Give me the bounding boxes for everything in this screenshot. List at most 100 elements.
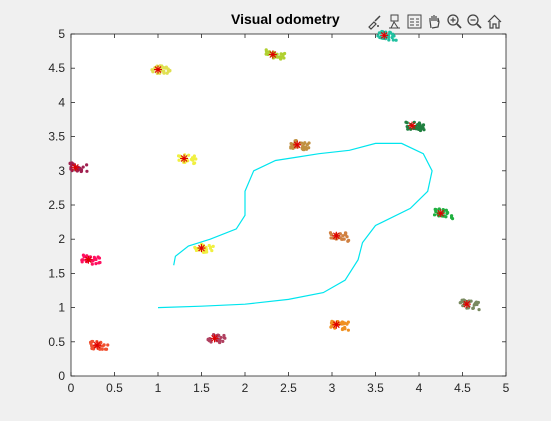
cluster-point xyxy=(221,339,225,343)
cluster-point xyxy=(391,38,395,42)
brush-data-button[interactable] xyxy=(365,10,384,32)
zoom-in-button[interactable] xyxy=(445,10,464,32)
pan-button[interactable] xyxy=(425,10,444,32)
cluster-point xyxy=(340,320,344,324)
cluster-point xyxy=(97,256,102,260)
restore-view-button[interactable] xyxy=(485,10,504,32)
cluster-point xyxy=(161,69,165,73)
cluster-point xyxy=(97,261,101,265)
cluster-point xyxy=(421,123,426,127)
cluster-point xyxy=(80,260,84,264)
y-tick-label: 4 xyxy=(58,95,65,109)
cluster-point xyxy=(329,236,333,240)
cluster-point xyxy=(392,34,396,38)
landmark-marker xyxy=(197,244,206,253)
cluster-point xyxy=(422,128,426,132)
y-tick-label: 5 xyxy=(58,27,65,41)
landmark-marker xyxy=(268,50,277,59)
cluster-point xyxy=(386,35,391,39)
y-tick-label: 1 xyxy=(58,301,65,315)
y-tick-label: 0 xyxy=(58,369,65,383)
cluster-point xyxy=(338,232,342,236)
cluster-point xyxy=(68,161,72,165)
cluster-point xyxy=(275,52,279,56)
cluster-point xyxy=(85,163,89,167)
cluster-point xyxy=(444,208,448,212)
x-tick-label: 1.5 xyxy=(193,381,210,395)
data-tips-icon xyxy=(389,14,400,28)
landmark-marker xyxy=(462,300,471,309)
cluster-point xyxy=(165,71,169,75)
cluster-point xyxy=(194,247,199,251)
x-tick-label: 0 xyxy=(68,381,75,395)
data-tips-button[interactable] xyxy=(385,10,404,32)
y-tick-label: 3.5 xyxy=(48,130,65,144)
x-tick-label: 5 xyxy=(503,381,510,395)
cluster-point xyxy=(151,70,155,74)
cluster-point xyxy=(450,217,455,221)
cluster-point xyxy=(473,302,477,306)
cluster-point xyxy=(88,255,93,259)
y-tick-label: 2 xyxy=(58,232,65,246)
landmark-marker xyxy=(180,154,189,163)
x-tick-label: 0.5 xyxy=(106,381,123,395)
landmark-marker xyxy=(293,140,302,149)
cluster-point xyxy=(394,38,398,42)
cluster-point xyxy=(85,169,89,173)
y-tick-label: 4.5 xyxy=(48,61,65,75)
cluster-point xyxy=(404,120,408,124)
cluster-point xyxy=(279,57,283,61)
cluster-point xyxy=(376,34,380,38)
landmark-marker xyxy=(436,209,445,218)
cluster-point xyxy=(218,337,222,342)
cluster-point xyxy=(205,250,209,254)
cluster-point xyxy=(387,38,391,42)
cluster-point xyxy=(388,30,393,35)
landmark-marker xyxy=(93,341,102,350)
cluster-point xyxy=(340,327,345,332)
cluster-point xyxy=(279,52,283,56)
cluster-point xyxy=(106,343,110,347)
cluster-point xyxy=(101,344,105,348)
cluster-point xyxy=(92,255,96,259)
cluster-point xyxy=(417,121,421,125)
cluster-point xyxy=(304,145,308,149)
zoom-out-icon xyxy=(467,13,482,29)
cluster-point xyxy=(289,141,293,146)
y-tick-label: 3 xyxy=(58,164,65,178)
axes-box xyxy=(70,33,507,377)
landmark-marker xyxy=(84,255,93,264)
x-tick-label: 2.5 xyxy=(280,381,297,395)
x-tick-label: 2 xyxy=(242,381,249,395)
cluster-point xyxy=(190,156,195,160)
landmark-marker xyxy=(154,65,162,74)
cluster-point xyxy=(406,127,410,131)
cluster-point xyxy=(418,128,423,133)
cluster-point xyxy=(164,66,168,70)
cluster-point xyxy=(208,246,212,250)
zoom-out-button[interactable] xyxy=(465,10,484,32)
cluster-point xyxy=(100,347,104,351)
cluster-point xyxy=(91,339,95,344)
x-tick-label: 3 xyxy=(329,381,336,395)
cluster-point xyxy=(89,342,93,346)
cluster-point xyxy=(346,320,350,324)
x-tick-label: 4 xyxy=(416,381,423,395)
cluster-point xyxy=(340,237,344,241)
cluster-point xyxy=(418,125,422,129)
cluster-point xyxy=(276,55,280,59)
cluster-point xyxy=(345,235,349,239)
cluster-point xyxy=(346,328,350,332)
cluster-point xyxy=(208,336,212,341)
cluster-point xyxy=(307,146,311,150)
figure-title: Visual odometry xyxy=(231,11,340,27)
trajectory-line xyxy=(157,142,433,309)
cluster-point xyxy=(207,243,211,248)
insert-legend-button[interactable] xyxy=(405,10,424,32)
cluster-point xyxy=(347,238,351,242)
cluster-point xyxy=(289,146,293,150)
landmark-marker xyxy=(380,31,389,40)
cluster-point xyxy=(177,158,181,162)
cluster-point xyxy=(264,48,268,52)
